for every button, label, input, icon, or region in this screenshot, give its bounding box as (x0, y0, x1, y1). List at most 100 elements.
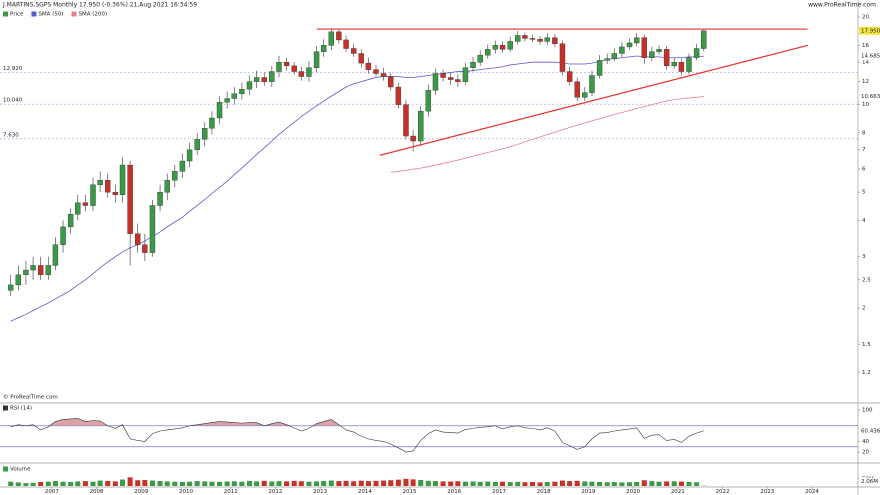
candle-body (179, 160, 186, 172)
candle-body (611, 53, 618, 59)
volume-bar (537, 482, 543, 486)
x-tick-label: 2015 (403, 489, 417, 495)
candle-body (157, 192, 163, 206)
candle-body (67, 214, 74, 228)
volume-bar (492, 481, 498, 486)
volume-bar (358, 480, 364, 486)
candle-body (231, 93, 237, 99)
volume-bar (485, 481, 491, 486)
volume-bar (97, 480, 103, 486)
volume-bar (164, 481, 170, 486)
x-tick-label: 2018 (537, 489, 551, 495)
candle-body (306, 67, 312, 77)
candle-body (403, 104, 409, 137)
volume-bar (641, 480, 647, 486)
candle-body (298, 71, 305, 77)
candle-body (358, 53, 364, 64)
volume-bar (179, 481, 185, 486)
volume-bar (440, 481, 446, 486)
volume-bar (455, 481, 461, 486)
x-tick-label: 2021 (671, 489, 685, 495)
candle-body (105, 179, 111, 193)
volume-bar (135, 480, 141, 486)
candle-body (261, 77, 267, 82)
volume-bar (60, 481, 66, 486)
candle-body (388, 76, 394, 88)
candle-body (432, 73, 439, 91)
volume-bar (172, 481, 178, 486)
volume-bar (75, 481, 81, 486)
candle-body (135, 233, 141, 245)
candle-body (649, 51, 655, 58)
volume-bar (500, 481, 506, 486)
x-tick-label: 2016 (447, 489, 461, 495)
candle-body (537, 38, 543, 42)
candle-body (522, 35, 528, 39)
candle-body (418, 110, 424, 142)
volume-bar (261, 480, 267, 486)
x-tick-label: 2013 (313, 489, 327, 495)
volume-bar (373, 480, 379, 486)
x-tick-label: 2014 (358, 489, 372, 495)
candle-body (172, 171, 178, 181)
candle-body (350, 48, 357, 54)
candle-body (663, 49, 670, 67)
last-value-label: 10.663 (861, 94, 880, 100)
volume-bar (202, 481, 208, 486)
volume-bar (52, 480, 58, 486)
volume-bar (90, 481, 96, 486)
candle-body (552, 37, 558, 44)
y-tick-label: 14 (862, 60, 869, 66)
volume-bar (45, 481, 51, 486)
volume-bar (82, 481, 88, 486)
volume-bar (686, 481, 692, 486)
volume-bar (68, 481, 74, 486)
level-label: 12.920 (3, 66, 23, 72)
volume-bar (395, 479, 401, 486)
legend-label: Price (10, 12, 24, 18)
volume-bar (529, 481, 536, 486)
candle-body (269, 71, 275, 82)
candle-body (470, 61, 476, 68)
volume-bar (239, 481, 245, 486)
candle-body (410, 135, 416, 142)
last-value-tag (859, 52, 880, 61)
candle-body (276, 61, 282, 72)
volume-bar (209, 481, 215, 486)
candle-body (253, 77, 260, 82)
last-value-label: 14.685 (861, 54, 880, 60)
volume-bar (157, 480, 163, 486)
volume-bar (321, 480, 327, 486)
volume-bar (127, 477, 133, 486)
moving-average-line (390, 96, 704, 173)
candle-body (246, 81, 253, 90)
volume-bar (611, 482, 617, 486)
candle-body (291, 65, 297, 72)
candle-body (701, 30, 707, 49)
x-tick-label: 2024 (805, 489, 819, 495)
volume-bar (254, 481, 260, 486)
candle-body (373, 69, 379, 74)
volume-bar (194, 481, 200, 486)
volume-bar (567, 481, 573, 486)
volume-bar (112, 481, 118, 486)
x-tick-label: 2010 (179, 489, 193, 495)
y-tick-label: 20 (862, 15, 869, 21)
candle-body (142, 244, 148, 253)
candle-body (283, 61, 290, 67)
volume-bar (403, 478, 409, 486)
legend-label-swatch (3, 11, 8, 17)
candle-body (678, 61, 685, 72)
candle-body (529, 38, 536, 40)
x-tick-label: 2008 (90, 489, 104, 495)
volume-bar (306, 481, 312, 486)
candle-body (619, 46, 625, 54)
copyright: © ProRealTime.com (3, 394, 58, 401)
volume-bar (149, 480, 155, 486)
candle-body (589, 75, 595, 93)
y-tick-label: 10 (862, 102, 869, 108)
candle-body (447, 77, 454, 80)
volume-bar (328, 480, 334, 486)
